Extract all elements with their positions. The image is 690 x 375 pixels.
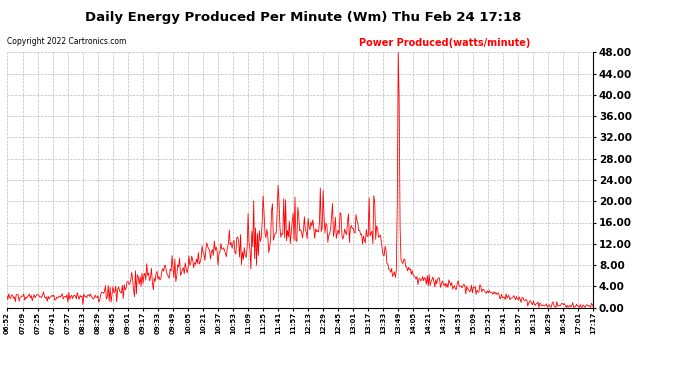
Text: Daily Energy Produced Per Minute (Wm) Thu Feb 24 17:18: Daily Energy Produced Per Minute (Wm) Th… bbox=[86, 11, 522, 24]
Text: Copyright 2022 Cartronics.com: Copyright 2022 Cartronics.com bbox=[7, 38, 126, 46]
Text: Power Produced(watts/minute): Power Produced(watts/minute) bbox=[359, 38, 530, 48]
